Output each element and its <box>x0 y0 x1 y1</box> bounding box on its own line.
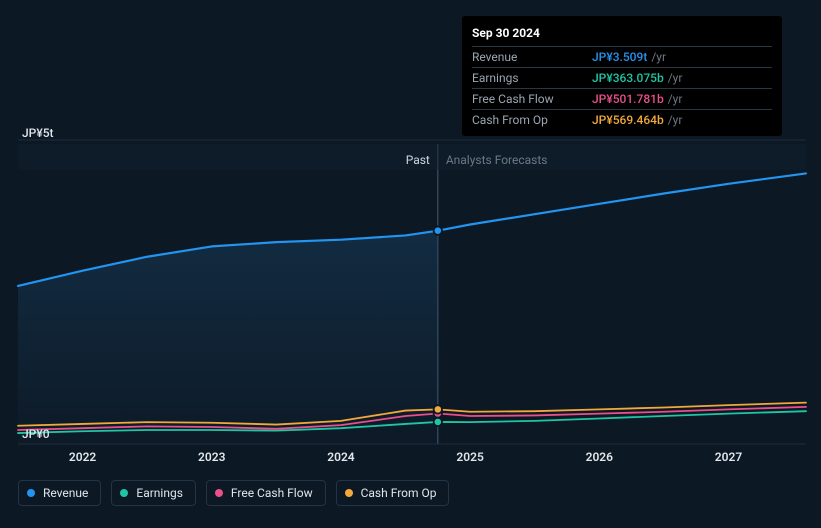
legend-item-earnings[interactable]: Earnings <box>111 480 196 506</box>
legend: Revenue Earnings Free Cash Flow Cash From O… <box>18 480 449 506</box>
legend-item-cfo[interactable]: Cash From Op <box>336 480 450 506</box>
x-tick: 2025 <box>456 450 483 464</box>
tooltip-row-unit: /yr <box>668 113 683 127</box>
tooltip-row-value: JP¥501.781b <box>592 92 664 106</box>
past-section-label: Past <box>406 147 430 173</box>
legend-item-fcf[interactable]: Free Cash Flow <box>206 480 326 506</box>
tooltip-row-label: Free Cash Flow <box>472 92 592 106</box>
tooltip-row-value: JP¥363.075b <box>592 71 664 85</box>
tooltip-row-unit: /yr <box>651 50 666 64</box>
tooltip-row-label: Cash From Op <box>472 113 592 127</box>
x-tick: 2024 <box>327 450 354 464</box>
tooltip-row-label: Earnings <box>472 71 592 85</box>
financials-chart[interactable]: JP¥5t JP¥0 Past Analysts Forecasts 2022 2… <box>0 0 821 524</box>
marker-dot-earnings <box>434 418 442 426</box>
tooltip-row-unit: /yr <box>668 92 683 106</box>
legend-dot-icon <box>345 489 353 497</box>
y-axis-max-label: JP¥5t <box>22 126 54 140</box>
tooltip-row-value: JP¥3.509t <box>592 50 647 64</box>
legend-label: Earnings <box>136 486 183 500</box>
legend-dot-icon <box>27 489 35 497</box>
marker-dot-cfo <box>434 405 442 413</box>
legend-label: Free Cash Flow <box>231 486 313 500</box>
tooltip-row-value: JP¥569.464b <box>592 113 664 127</box>
legend-dot-icon <box>215 489 223 497</box>
tooltip-row-unit: /yr <box>668 71 683 85</box>
tooltip-row: Cash From OpJP¥569.464b/yr <box>472 109 772 130</box>
forecast-section-label: Analysts Forecasts <box>446 147 548 173</box>
y-axis-min-label: JP¥0 <box>22 427 50 441</box>
legend-label: Revenue <box>43 486 88 500</box>
hover-tooltip: Sep 30 2024 RevenueJP¥3.509t/yrEarningsJ… <box>462 16 782 136</box>
tooltip-date: Sep 30 2024 <box>472 22 772 46</box>
tooltip-row: RevenueJP¥3.509t/yr <box>472 46 772 67</box>
tooltip-row: EarningsJP¥363.075b/yr <box>472 67 772 88</box>
legend-label: Cash From Op <box>361 486 437 500</box>
legend-dot-icon <box>120 489 128 497</box>
x-tick: 2022 <box>69 450 96 464</box>
tooltip-row-label: Revenue <box>472 50 592 64</box>
x-tick: 2027 <box>715 450 742 464</box>
x-tick: 2026 <box>586 450 613 464</box>
x-tick: 2023 <box>198 450 225 464</box>
legend-item-revenue[interactable]: Revenue <box>18 480 101 506</box>
tooltip-row: Free Cash FlowJP¥501.781b/yr <box>472 88 772 109</box>
marker-dot-revenue <box>434 226 442 234</box>
